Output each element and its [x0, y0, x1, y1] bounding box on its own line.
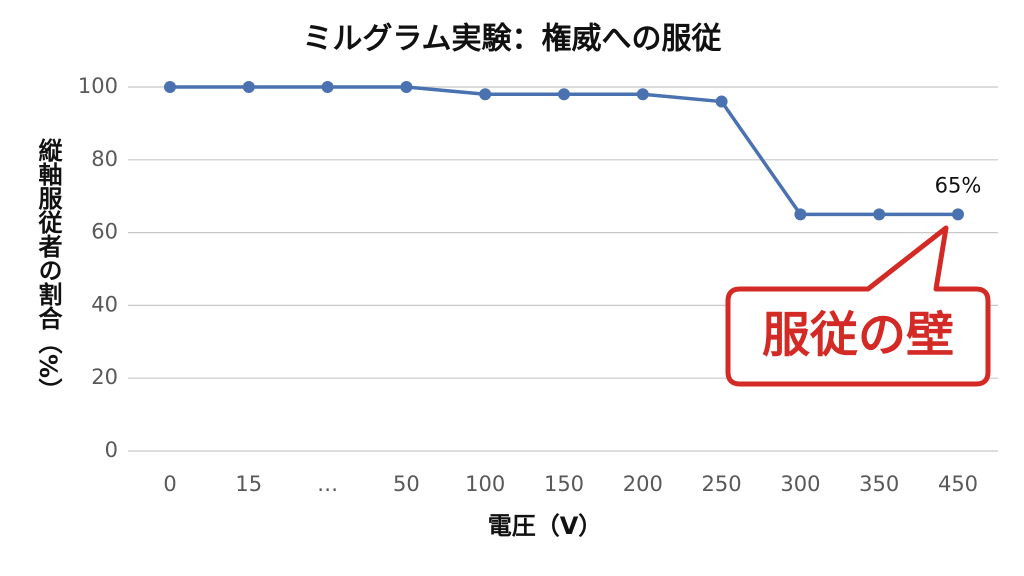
y-axis-label: 縦軸服従者の割合（%）	[34, 138, 63, 402]
point	[164, 81, 176, 93]
x-tick-label: 200	[623, 472, 663, 496]
x-tick-label: 100	[465, 472, 505, 496]
point	[479, 88, 492, 101]
x-tick-label: 15	[235, 472, 262, 496]
point	[794, 208, 807, 221]
x-tick-label: …	[317, 472, 338, 496]
x-tick-label: 50	[393, 472, 420, 496]
x-tick-label: 450	[938, 472, 978, 496]
x-tick-label: 150	[544, 472, 584, 496]
point	[558, 88, 570, 101]
line	[170, 85, 958, 217]
x-axis-label: 電圧（V）	[488, 512, 603, 540]
chart-title: ミルグラム実験：権威への服従	[302, 22, 721, 57]
point	[242, 81, 255, 93]
y-tick-label: 40	[91, 292, 118, 316]
point	[873, 208, 886, 221]
y-tick-label: 100	[78, 74, 118, 98]
y-tick-label: 20	[91, 365, 118, 389]
x-tick-label: 0	[163, 472, 176, 496]
point	[321, 81, 334, 93]
point	[400, 81, 413, 93]
callout	[725, 225, 991, 387]
point	[636, 88, 649, 101]
point	[952, 208, 964, 221]
x-tick-label: 300	[780, 472, 820, 496]
x-tick-label: 250	[702, 472, 742, 496]
x-tick-label: 350	[859, 472, 899, 496]
data-label: 65%	[935, 173, 982, 197]
callout-text: 服従の壁	[762, 307, 954, 363]
y-tick-label: 0	[105, 438, 118, 462]
y-tick-label: 60	[91, 220, 118, 244]
point	[715, 95, 728, 108]
y-tick-label: 80	[91, 147, 118, 171]
